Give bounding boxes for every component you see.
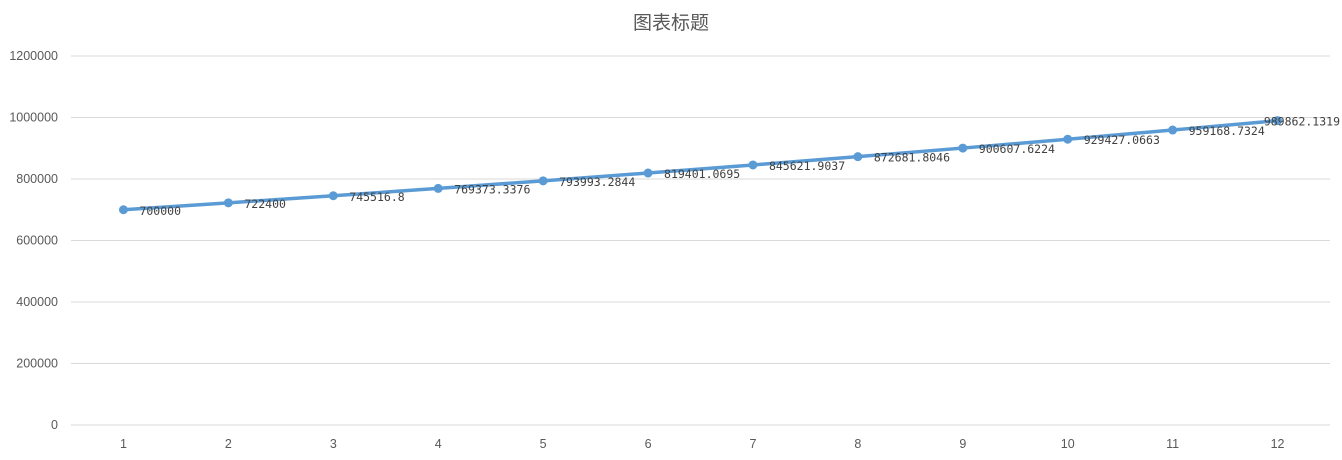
data-label: 769373.3376 [454, 182, 530, 196]
x-tick-label: 10 [1061, 437, 1075, 451]
data-point [328, 191, 338, 201]
gridlines [71, 55, 1330, 426]
series-line [121, 118, 1280, 212]
data-point [643, 168, 653, 178]
y-tick-label: 600000 [16, 234, 58, 248]
chart-title: 图表标题 [633, 12, 709, 34]
x-tick-label: 2 [225, 437, 232, 451]
x-tick-label: 8 [854, 437, 861, 451]
data-label: 845621.9037 [769, 159, 845, 173]
data-label: 722400 [244, 197, 286, 211]
y-tick-label: 200000 [16, 357, 58, 371]
x-tick-label: 5 [540, 437, 547, 451]
x-tick-label: 12 [1271, 437, 1285, 451]
data-label: 929427.0663 [1084, 133, 1160, 147]
data-point [853, 152, 863, 162]
data-label: 872681.8046 [874, 151, 950, 165]
data-point [748, 160, 758, 170]
data-label: 900607.6224 [979, 142, 1055, 156]
data-point [1063, 134, 1073, 144]
data-point [538, 176, 548, 186]
data-label: 793993.2844 [559, 175, 635, 189]
data-point [433, 183, 443, 193]
y-tick-label: 1000000 [9, 111, 58, 125]
y-tick-label: 400000 [16, 295, 58, 309]
data-label: 989862.1319 [1264, 115, 1340, 129]
data-point [958, 143, 968, 153]
x-tick-label: 9 [959, 437, 966, 451]
y-tick-label: 0 [51, 418, 58, 432]
x-axis-tick-labels: 1 2 3 4 5 6 7 8 9 10 11 12 [120, 437, 1285, 451]
data-label: 745516.8 [349, 190, 404, 204]
x-tick-label: 4 [435, 437, 442, 451]
data-labels: 700000 722400 745516.8 769373.3376 793993.28… [139, 115, 1340, 218]
data-label: 700000 [139, 204, 181, 218]
x-tick-label: 7 [749, 437, 756, 451]
x-tick-label: 11 [1166, 437, 1179, 451]
y-axis-tick-labels: 0 200000 400000 600000 800000 1000000 1200000 [9, 49, 58, 432]
y-tick-label: 800000 [16, 172, 58, 186]
data-point [1168, 125, 1178, 135]
data-point [1273, 116, 1283, 126]
data-label: 819401.0695 [664, 167, 740, 181]
y-tick-label: 1200000 [9, 49, 58, 63]
data-point [223, 198, 233, 208]
x-tick-label: 3 [330, 437, 337, 451]
x-tick-label: 6 [645, 437, 652, 451]
series-layer [118, 116, 1283, 215]
x-tick-label: 1 [120, 437, 127, 451]
data-point [118, 205, 128, 215]
data-label: 959168.7324 [1189, 124, 1265, 138]
